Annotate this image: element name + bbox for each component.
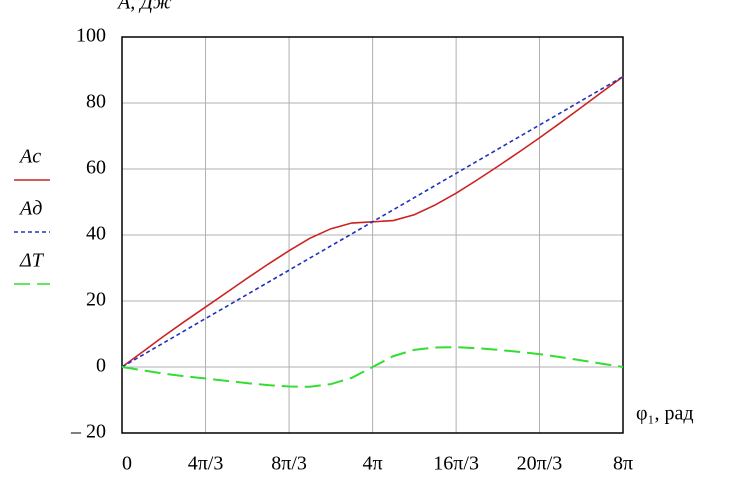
y-tick-label: 60 (86, 157, 106, 179)
y-axis-label: A, Дж (116, 0, 172, 14)
legend-label: Aд (18, 198, 42, 220)
y-tick-label: 40 (86, 223, 106, 245)
series-line (121, 346, 624, 388)
y-tick-label: 80 (86, 91, 106, 113)
y-tick-label: – 20 (70, 421, 106, 443)
x-tick-label: 8π/3 (271, 453, 307, 475)
x-tick-label: 0 (122, 453, 132, 475)
x-tick-label: 4π (363, 453, 383, 475)
x-axis-label: φ₁, рад (636, 403, 694, 425)
y-tick-label: 100 (76, 25, 106, 47)
legend-label: ΔT (19, 250, 45, 272)
x-tick-label: 4π/3 (188, 453, 224, 475)
plot-frame (121, 36, 624, 434)
x-tick-label: 16π/3 (433, 453, 479, 475)
x-tick-label: 8π (613, 453, 633, 475)
x-tick-label: 20π/3 (517, 453, 563, 475)
legend-label: Aс (18, 146, 41, 168)
y-tick-label: 20 (86, 289, 106, 311)
series-line (121, 75, 624, 368)
y-tick-label: 0 (96, 355, 106, 377)
